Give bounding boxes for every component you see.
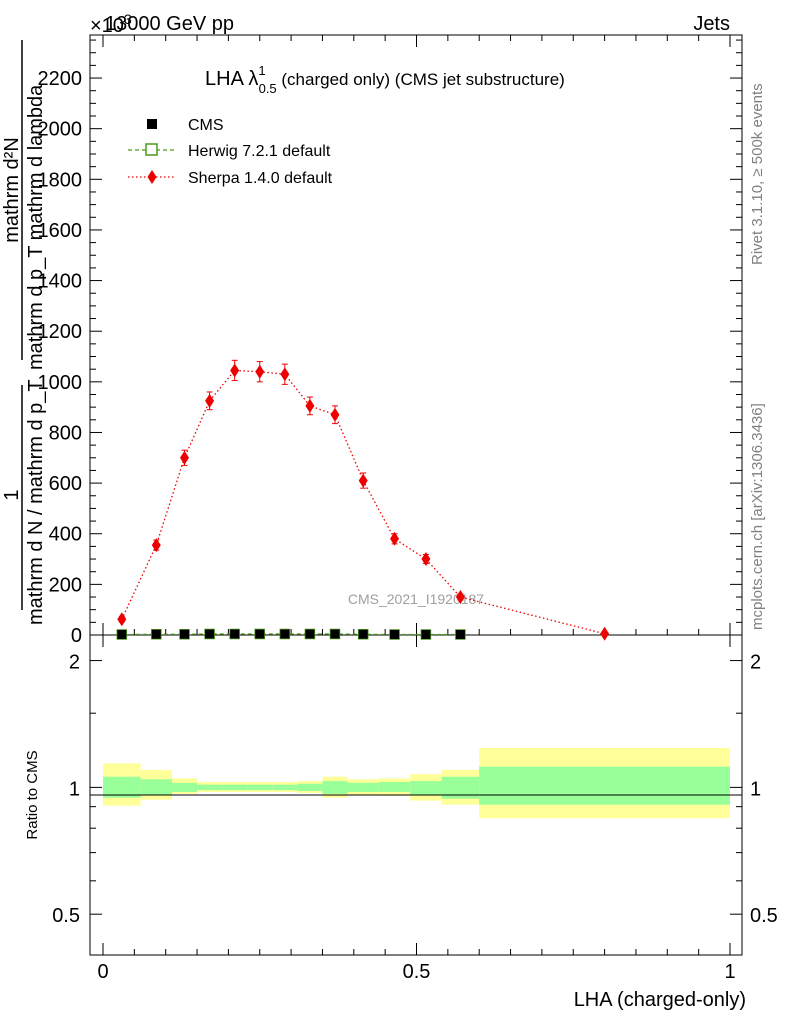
ratio-inner-band-5 [247, 784, 273, 791]
legend-herwig-label: Herwig 7.2.1 default [188, 143, 331, 160]
cms-point-2 [180, 629, 190, 639]
ratio-inner-band-11 [410, 781, 442, 795]
sherpa-point-4 [230, 363, 240, 378]
main-ytick-label-8: 1600 [38, 220, 83, 242]
main-ytick-label-5: 1000 [38, 372, 83, 394]
sherpa-point-13 [600, 626, 610, 641]
ratio-ytick-label-left-1: 1 [69, 778, 80, 800]
sherpa-line [121, 369, 605, 635]
cms-point-1 [151, 629, 161, 639]
ratio-inner-band-6 [272, 784, 298, 791]
ratio-ytick-label-right-2: 2 [750, 652, 761, 674]
sherpa-point-10 [390, 531, 400, 546]
header-energy: 13000 GeV pp [105, 13, 234, 35]
cms-point-5 [255, 629, 265, 639]
ratio-inner-band-0 [103, 776, 141, 798]
legend-cms-marker [147, 119, 157, 129]
legend: CMS Herwig 7.2.1 default Sherpa 1.4.0 de… [128, 117, 333, 187]
ratio-ylabel: Ratio to CMS [24, 750, 41, 839]
xtick-label-1: 0.5 [403, 961, 431, 983]
sherpa-point-12 [455, 590, 465, 605]
cms-point-7 [305, 629, 315, 639]
series-layer [116, 359, 610, 641]
sherpa-point-0 [117, 612, 127, 627]
title-suffix: (charged only) (CMS jet substructure) [277, 70, 565, 89]
main-ylabel-den: mathrm d N / mathrm d p_T [25, 379, 47, 625]
sherpa-point-7 [305, 398, 315, 413]
main-ytick-label-9: 1800 [38, 169, 83, 191]
main-ytick-label-0: 0 [71, 625, 82, 647]
main-ylabel-one: 1 [1, 489, 23, 500]
ratio-ytick-label-left-2: 2 [69, 652, 80, 674]
main-ytick-label-7: 1400 [38, 271, 83, 293]
main-ylabel: 1 mathrm d²N mathrm d N / mathrm d p_T m… [1, 40, 47, 625]
exponent-label: ×103 [90, 11, 132, 37]
main-ytick-label-1: 200 [49, 574, 82, 596]
ratio-bands [103, 748, 730, 819]
sherpa-point-9 [358, 473, 368, 488]
title-main: LHA λ [205, 68, 258, 90]
xtick-label-0: 0 [97, 961, 108, 983]
ratio-inner-band-7 [297, 783, 323, 792]
main-ytick-label-3: 600 [49, 473, 82, 495]
ratio-inner-band-8 [322, 781, 348, 794]
legend-cms-label: CMS [188, 117, 224, 134]
cms-point-11 [421, 629, 431, 639]
main-ytick-label-6: 1200 [38, 321, 83, 343]
xtick-label-2: 1 [724, 961, 735, 983]
legend-herwig-marker [145, 143, 158, 156]
sherpa-point-6 [280, 367, 290, 382]
analysis-watermark: CMS_2021_I1920187 [348, 591, 484, 607]
ratio-inner-band-12 [441, 776, 480, 799]
exponent-base: ×10 [90, 15, 124, 37]
title-sub: 0.5 [259, 81, 277, 96]
ratio-inner-band-3 [197, 784, 223, 791]
ratio-inner-band-2 [171, 782, 198, 793]
sherpa-point-1 [151, 538, 161, 553]
ratio-inner-band-9 [347, 782, 379, 793]
ratio-ytick-label-right-1: 1 [750, 778, 761, 800]
sherpa-point-2 [180, 450, 190, 465]
main-ylabel-right-den: mathrm d p_T mathrm d lambda [25, 84, 47, 370]
ratio-inner-band-1 [140, 779, 172, 795]
ratio-y-ticks: 0.5 0.5 1 1 2 2 [52, 652, 778, 928]
x-ticks: 0 0.5 1 [97, 35, 736, 983]
sherpa-point-3 [205, 393, 215, 408]
sherpa-point-11 [421, 552, 431, 567]
title-sup: 1 [258, 63, 265, 78]
cms-point-8 [330, 629, 340, 639]
cms-point-0 [117, 629, 127, 639]
legend-sherpa-marker [147, 170, 157, 184]
main-ytick-label-2: 400 [49, 524, 82, 546]
sherpa-point-5 [255, 364, 265, 379]
sherpa-point-8 [330, 407, 340, 422]
rivet-label: Rivet 3.1.10, ≥ 500k events [749, 83, 766, 265]
ratio-inner-band-4 [222, 784, 248, 791]
chart-title: LHA λ1 0.5 (charged only) (CMS jet substr… [205, 63, 565, 96]
cms-point-3 [205, 629, 215, 639]
main-ylabel-right-num: mathrm d²N [1, 137, 23, 243]
cms-point-4 [230, 629, 240, 639]
main-ytick-label-4: 800 [49, 422, 82, 444]
ratio-ytick-label-left-0: 0.5 [52, 905, 80, 927]
cms-point-10 [390, 629, 400, 639]
herwig-line [121, 633, 461, 636]
main-y-ticks: 0 200 400 600 800 1000 1200 1400 1600 1800 2000 220… [38, 39, 742, 647]
header-process: Jets [693, 13, 730, 35]
main-ytick-label-11: 2200 [38, 68, 83, 90]
x-axis-label: LHA (charged-only) [574, 989, 746, 1011]
cms-point-9 [358, 629, 368, 639]
cms-point-6 [280, 629, 290, 639]
mcplots-label: mcplots.cern.ch [arXiv:1306.3436] [749, 403, 766, 630]
main-ytick-label-10: 2000 [38, 119, 83, 141]
ratio-inner-band-10 [378, 781, 411, 793]
ratio-ytick-label-right-0: 0.5 [750, 905, 778, 927]
ratio-inner-band-13 [479, 766, 730, 805]
exponent-power: 3 [124, 11, 132, 27]
legend-sherpa-label: Sherpa 1.4.0 default [188, 170, 333, 187]
cms-point-12 [455, 629, 465, 639]
